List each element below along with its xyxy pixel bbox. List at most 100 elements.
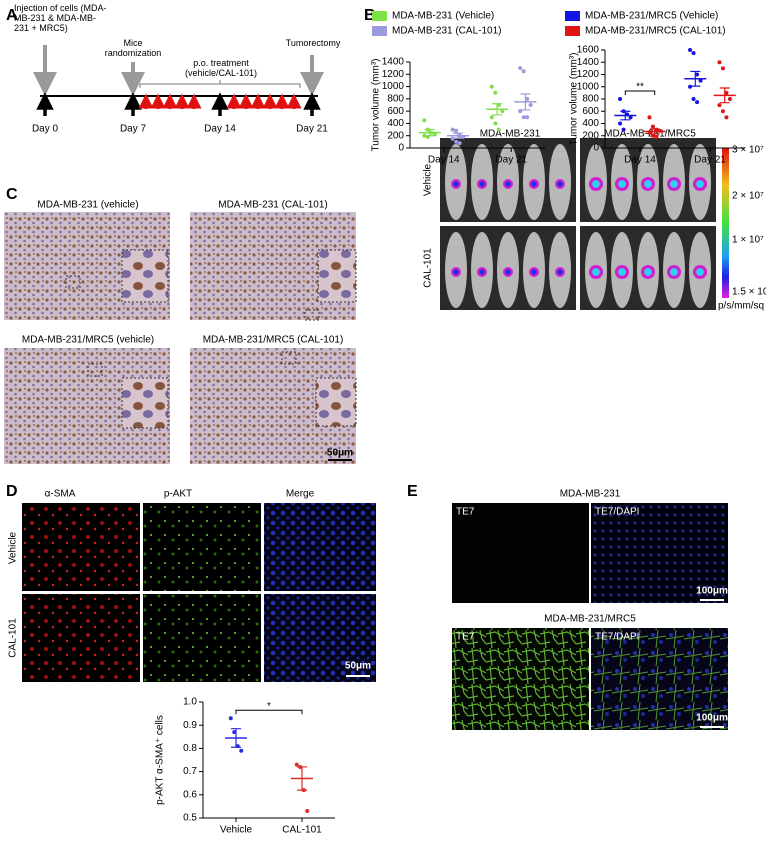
randomization-note: Mice randomization <box>104 38 162 58</box>
inset <box>317 249 357 303</box>
legend-swatch <box>565 26 580 36</box>
y-axis-label: Tumor volume (mm³) <box>569 53 580 146</box>
column-header: α-SMA <box>45 489 76 500</box>
y-axis-label: Tumor volume (mm³) <box>371 59 382 152</box>
error-bar <box>424 128 435 137</box>
inset <box>121 377 169 429</box>
colorbar-label: 3 × 10⁷ <box>732 145 764 156</box>
colorbar-label: 2 × 10⁷ <box>732 191 764 202</box>
data-point <box>450 127 455 132</box>
data-point <box>717 103 722 108</box>
data-point <box>618 97 623 101</box>
image-title: MDA-MB-231 (CAL-101) <box>218 200 327 211</box>
error-bar <box>492 103 503 116</box>
colorbar-label: 1.5 × 10¹ <box>732 287 766 298</box>
data-point <box>521 115 526 120</box>
signal <box>505 269 511 275</box>
channel-label: TE7 <box>456 632 475 643</box>
colorbar-label: 1 × 10⁷ <box>732 235 764 246</box>
y-tick-label: 800 <box>387 93 404 104</box>
column-header: p-AKT <box>164 489 192 500</box>
data-point <box>650 133 655 138</box>
data-point <box>454 128 459 133</box>
signal <box>670 268 678 276</box>
column-header: Merge <box>286 489 315 500</box>
signal <box>696 268 704 276</box>
y-tick-label: 200 <box>582 130 599 141</box>
error-bar <box>649 128 660 135</box>
legend-label: MDA-MB-231 (Vehicle) <box>392 11 494 22</box>
row-label: Vehicle <box>8 531 19 564</box>
data-point <box>727 97 732 101</box>
signal <box>696 180 704 188</box>
signal <box>592 268 600 276</box>
data-point <box>647 115 652 120</box>
inset <box>315 377 357 427</box>
y-tick-label: 0 <box>398 143 404 154</box>
significance-label: ** <box>636 82 644 93</box>
data-point <box>650 124 655 129</box>
y-tick-label: 1000 <box>382 81 405 92</box>
image-title: MDA-MB-231/MRC5 (CAL-101) <box>203 335 344 346</box>
signal <box>618 268 626 276</box>
data-point <box>518 66 523 71</box>
group-title: MDA-MB-231 <box>560 489 621 500</box>
x-tick-label: Day 21 <box>495 155 527 166</box>
y-tick-label: 0.8 <box>183 743 197 754</box>
data-point <box>294 762 299 767</box>
data-point <box>724 90 729 95</box>
injection-note: Injection of cells (MDA-MB-231 & MDA-MB-… <box>14 3 107 33</box>
data-point <box>695 72 700 77</box>
significance-bracket <box>624 90 656 95</box>
data-point <box>717 60 722 65</box>
if-image <box>452 503 589 603</box>
row-label: CAL-101 <box>423 248 434 288</box>
signal <box>557 269 563 275</box>
signal <box>479 181 485 187</box>
data-point <box>618 121 623 126</box>
data-point <box>528 103 533 107</box>
y-tick-label: 600 <box>582 106 599 117</box>
y-tick-label: 0 <box>593 143 599 154</box>
error-bar <box>690 70 701 87</box>
signal <box>670 180 678 188</box>
error-bar <box>297 766 307 791</box>
scale-label: 100μm <box>696 586 728 597</box>
data-point <box>239 748 244 753</box>
panel-label: D <box>6 483 18 500</box>
colorbar-unit: p/s/mm/sq <box>718 301 764 312</box>
if-image <box>22 503 140 591</box>
panel-label: A <box>6 7 18 24</box>
image-title: MDA-MB-231 (vehicle) <box>37 200 138 211</box>
signal <box>479 269 485 275</box>
data-point <box>493 121 498 126</box>
row-label: CAL-101 <box>8 618 19 658</box>
y-tick-label: 0.6 <box>183 789 197 800</box>
row-label: Vehicle <box>423 163 434 196</box>
signal <box>453 181 459 187</box>
data-point <box>695 100 700 105</box>
y-tick-label: 400 <box>387 118 404 129</box>
error-bar <box>520 93 531 111</box>
x-tick-label: Day 14 <box>624 155 656 166</box>
data-point <box>525 115 530 120</box>
group-title: MDA-MB-231/MRC5 <box>544 614 636 625</box>
data-point <box>422 118 427 123</box>
y-tick-label: 1.0 <box>183 697 197 708</box>
data-point <box>454 139 459 144</box>
signal <box>644 180 652 188</box>
data-point <box>621 127 626 132</box>
if-image <box>591 628 728 730</box>
if-image <box>143 503 261 591</box>
signal <box>453 269 459 275</box>
y-tick-label: 400 <box>582 118 599 129</box>
timeline: Day 0 Day 7 Day 14 Day 21 <box>32 45 328 135</box>
data-point <box>457 141 462 146</box>
channel-label: TE7/DAPI <box>595 507 639 518</box>
if-image <box>591 503 728 603</box>
panel-label: B <box>364 7 376 24</box>
inset-source <box>87 363 103 377</box>
day-label: Day 21 <box>296 124 328 135</box>
